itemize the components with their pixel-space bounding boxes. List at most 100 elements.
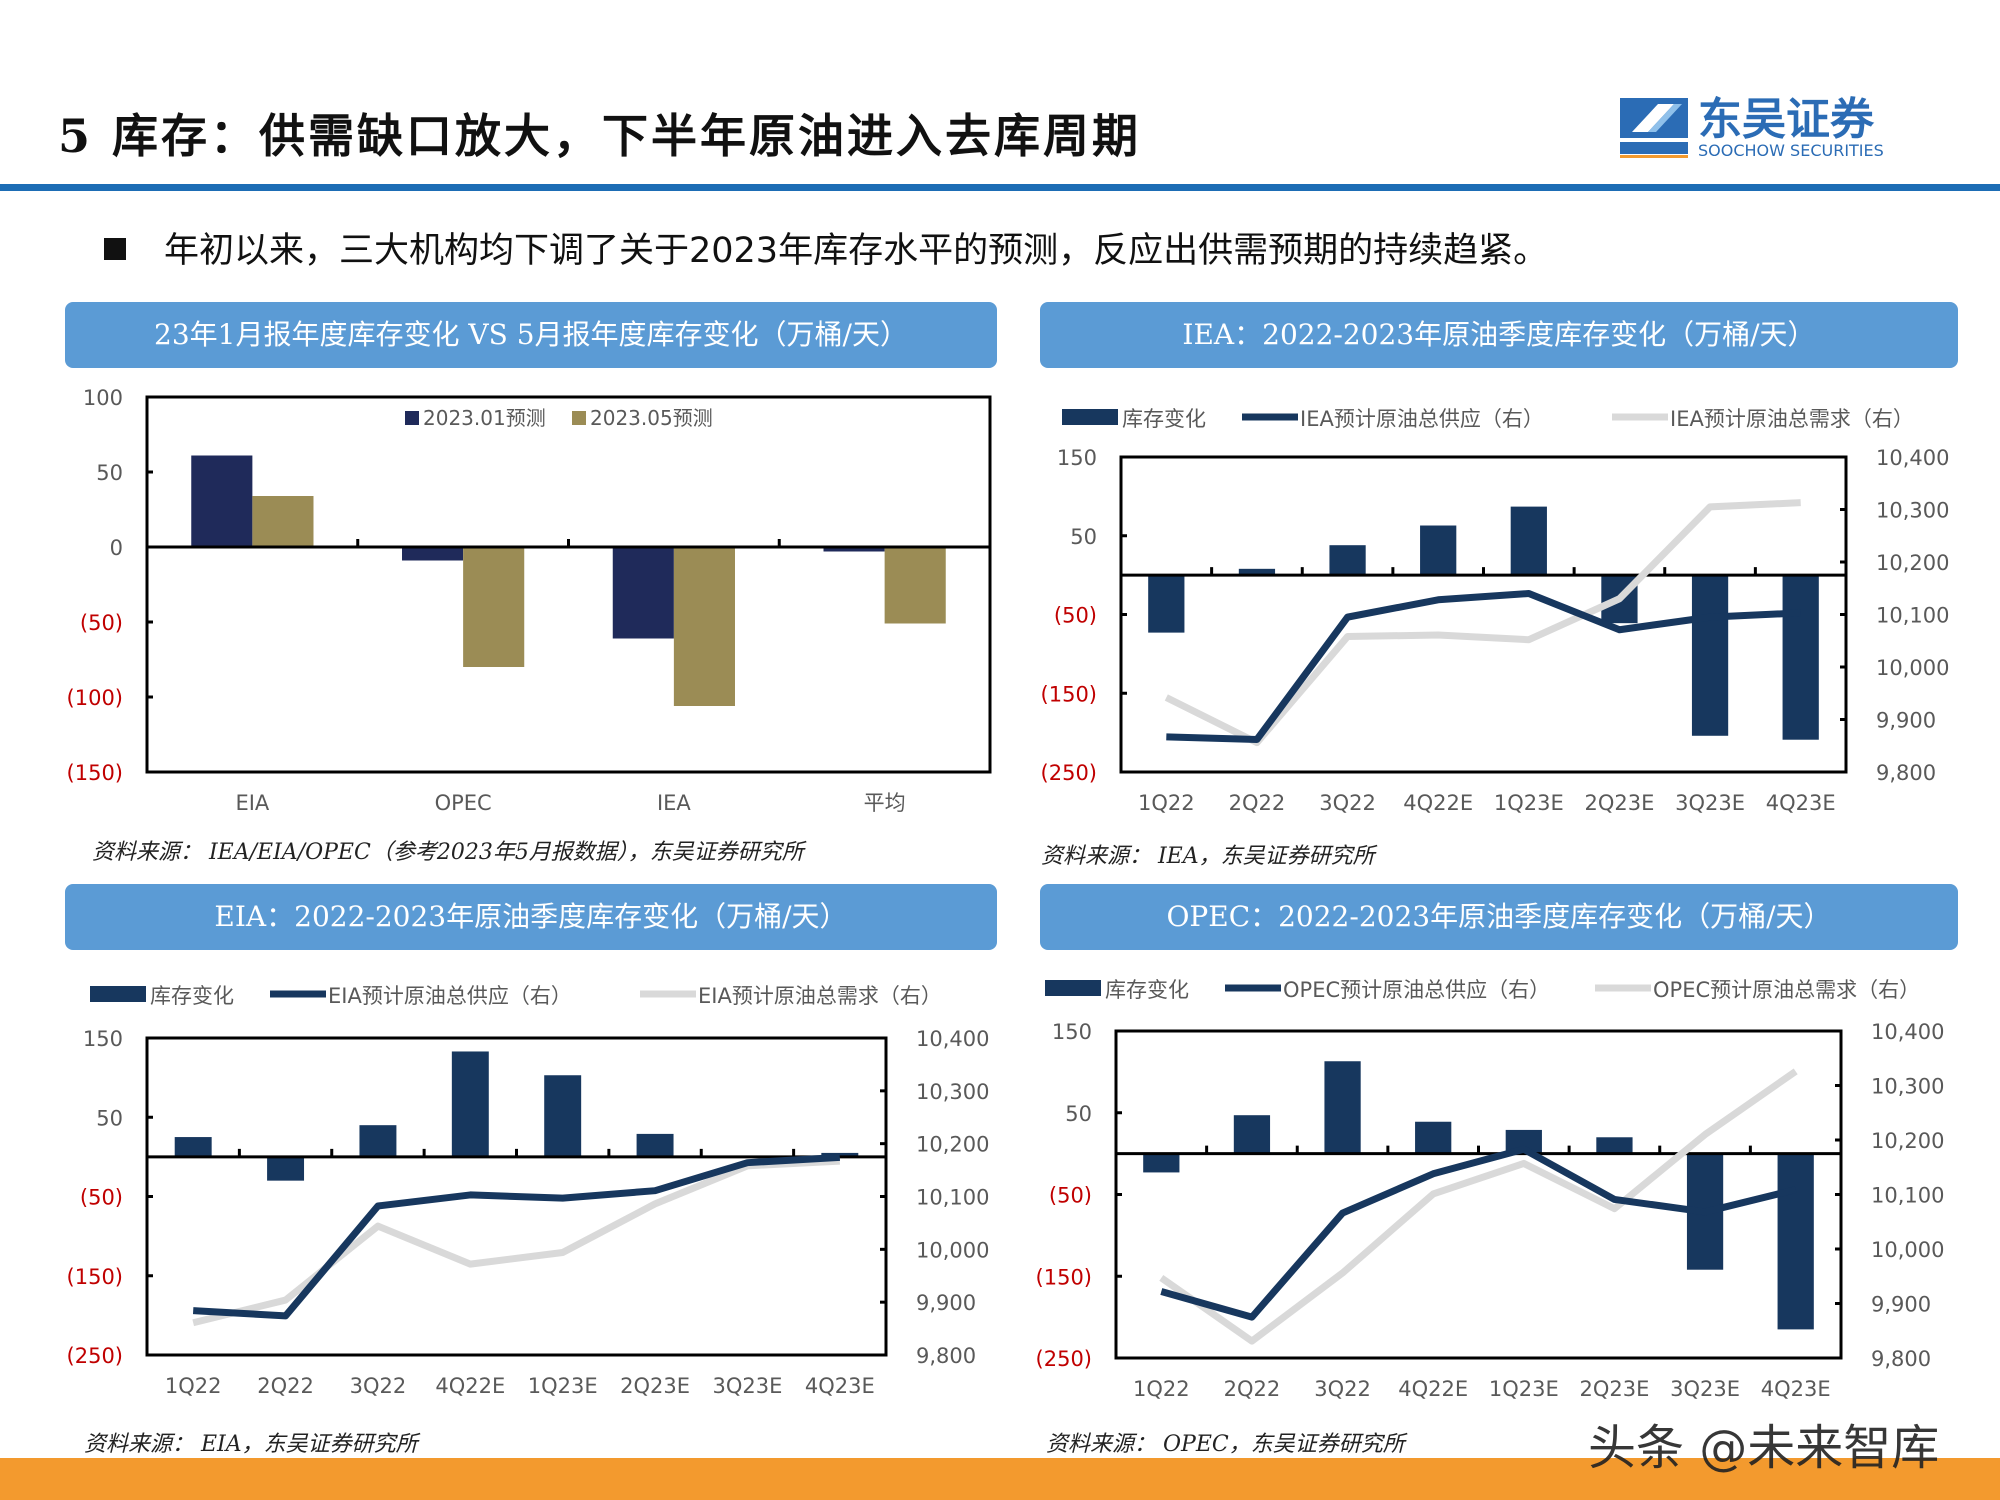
bar-jan-3 <box>823 547 885 552</box>
x-tick-label: 4Q22E <box>1398 1377 1468 1401</box>
y-tick-label: (250) <box>1036 1347 1092 1371</box>
legend-label-supply: IEA预计原油总供应（右） <box>1300 407 1544 431</box>
y2-tick-label: 9,900 <box>916 1291 976 1315</box>
bar-1 <box>267 1156 305 1181</box>
panel-title-iea: IEA：2022-2023年原油季度库存变化（万桶/天） <box>1040 302 1958 368</box>
legend-swatch <box>572 411 586 425</box>
x-tick-label: IEA <box>657 791 691 815</box>
y2-tick-label: 9,900 <box>1871 1293 1931 1317</box>
bullet-text: 年初以来，三大机构均下调了关于2023年库存水平的预测，反应出供需预期的持续趋紧… <box>164 231 1549 271</box>
y-tick-label: (100) <box>67 686 123 710</box>
legend-swatch-bar <box>90 986 146 1002</box>
y-tick-label: (50) <box>1049 1184 1092 1208</box>
y-tick-label: (50) <box>80 1186 123 1210</box>
x-tick-label: 3Q22 <box>1319 791 1376 815</box>
bar-1 <box>1238 568 1276 576</box>
bar-jan-1 <box>402 547 464 561</box>
y2-tick-label: 10,300 <box>916 1080 989 1104</box>
source-note-eia: 资料来源： EIA，东吴证券研究所 <box>84 1432 418 1457</box>
legend-label-supply: EIA预计原油总供应（右） <box>328 984 572 1008</box>
bar-7 <box>1782 575 1819 740</box>
bar-3 <box>451 1051 489 1157</box>
x-tick-label: 4Q22E <box>1403 791 1473 815</box>
legend-label-bar: 库存变化 <box>1122 407 1206 431</box>
bar-0 <box>174 1137 212 1157</box>
legend-label-demand: EIA预计原油总需求（右） <box>698 984 942 1008</box>
y-tick-label: (50) <box>1054 604 1097 628</box>
bar-jan-2 <box>612 547 674 639</box>
legend-swatch <box>405 411 419 425</box>
x-tick-label: 3Q22 <box>350 1374 407 1398</box>
bar-2 <box>359 1125 397 1157</box>
x-tick-label: 4Q23E <box>1766 791 1836 815</box>
y-tick-label: 100 <box>83 386 123 410</box>
x-tick-label: 4Q23E <box>805 1374 875 1398</box>
bar-may-3 <box>884 547 946 624</box>
supply-line <box>1166 590 1801 743</box>
legend-label-demand: OPEC预计原油总需求（右） <box>1653 978 1920 1002</box>
soochow-logo: 东吴证券 SOOCHOW SECURITIES <box>1618 92 1898 160</box>
x-tick-label: 3Q23E <box>1675 791 1745 815</box>
x-tick-label: 1Q23E <box>1494 791 1564 815</box>
y2-tick-label: 10,000 <box>1871 1238 1944 1262</box>
y2-tick-label: 10,300 <box>1871 1075 1944 1099</box>
bar-6 <box>1691 575 1729 736</box>
legend-swatch-bar <box>1045 980 1101 996</box>
x-tick-label: 4Q23E <box>1761 1377 1831 1401</box>
bar-jan-0 <box>191 455 253 547</box>
y-tick-label: 50 <box>1065 1102 1092 1126</box>
demand-line <box>1159 1068 1798 1345</box>
y2-tick-label: 9,800 <box>916 1344 976 1368</box>
y-tick-label: (250) <box>1041 761 1097 785</box>
y2-tick-label: 10,200 <box>1876 551 1949 575</box>
bullet-point: 年初以来，三大机构均下调了关于2023年库存水平的预测，反应出供需预期的持续趋紧… <box>104 222 1548 273</box>
x-tick-label: 2Q22 <box>257 1374 314 1398</box>
y2-tick-label: 10,000 <box>1876 656 1949 680</box>
x-tick-label: 3Q23E <box>1670 1377 1740 1401</box>
bar-3 <box>1415 1121 1452 1154</box>
bar-4 <box>1510 506 1547 576</box>
y2-tick-label: 10,100 <box>1871 1184 1944 1208</box>
legend-label: 2023.01预测 <box>423 406 546 430</box>
bar-4 <box>544 1075 582 1157</box>
bar-4 <box>1505 1129 1542 1154</box>
header-divider <box>0 184 2000 191</box>
x-tick-label: 2Q23E <box>1584 791 1654 815</box>
y2-tick-label: 9,800 <box>1871 1347 1931 1371</box>
y-tick-label: 150 <box>1057 446 1097 470</box>
x-tick-label: 3Q23E <box>712 1374 782 1398</box>
legend-label-bar: 库存变化 <box>1105 978 1189 1002</box>
panel-title-annual: 23年1月报年度库存变化 VS 5月报年度库存变化（万桶/天） <box>65 302 997 368</box>
plot-frame <box>145 395 992 774</box>
x-tick-label: 1Q23E <box>528 1374 598 1398</box>
y-tick-label: 0 <box>110 536 123 560</box>
legend-label: 2023.05预测 <box>590 406 713 430</box>
bar-may-0 <box>252 496 314 547</box>
x-tick-label: OPEC <box>435 791 492 815</box>
y-tick-label: (50) <box>80 611 123 635</box>
y-tick-label: 150 <box>1052 1020 1092 1044</box>
y-tick-label: (150) <box>1036 1265 1092 1289</box>
page-title: 5 库存：供需缺口放大，下半年原油进入去库周期 <box>58 109 1142 163</box>
x-tick-label: 1Q22 <box>1138 791 1195 815</box>
square-bullet-icon <box>104 238 126 260</box>
bar-0 <box>1148 575 1185 633</box>
legend-label-supply: OPEC预计原油总供应（右） <box>1283 978 1550 1002</box>
legend-swatch-bar <box>1062 409 1118 425</box>
bar-1 <box>1233 1115 1271 1154</box>
bar-0 <box>1143 1153 1180 1173</box>
x-tick-label: 平均 <box>864 791 906 815</box>
y2-tick-label: 10,400 <box>916 1027 989 1051</box>
source-note-opec: 资料来源： OPEC，东吴证券研究所 <box>1046 1432 1405 1457</box>
x-tick-label: 3Q22 <box>1314 1377 1371 1401</box>
y2-tick-label: 10,100 <box>1876 604 1949 628</box>
y2-tick-label: 9,800 <box>1876 761 1936 785</box>
x-tick-label: 2Q22 <box>1224 1377 1281 1401</box>
x-tick-label: EIA <box>235 791 269 815</box>
y-tick-label: 50 <box>1070 525 1097 549</box>
x-tick-label: 2Q23E <box>1579 1377 1649 1401</box>
y-tick-label: 150 <box>83 1027 123 1051</box>
soochow-logo-icon: 东吴证券 SOOCHOW SECURITIES <box>1620 94 1884 160</box>
x-tick-label: 1Q23E <box>1489 1377 1559 1401</box>
logo-cn: 东吴证券 <box>1698 94 1875 145</box>
